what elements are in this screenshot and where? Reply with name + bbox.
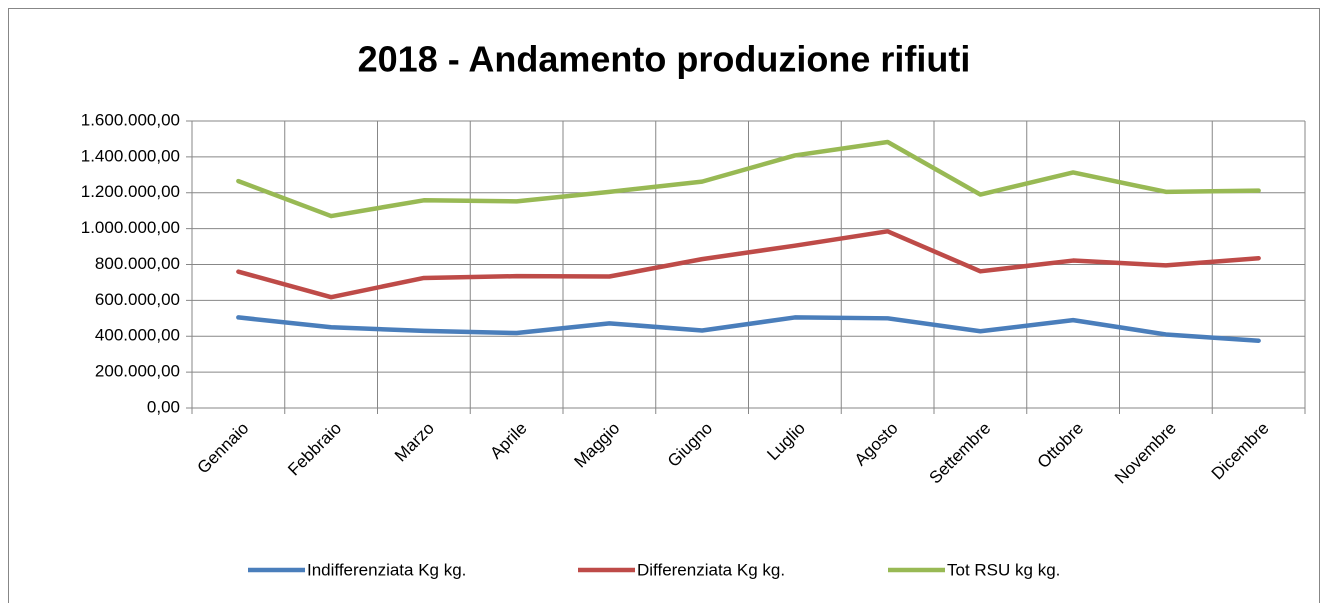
chart-title: 2018 - Andamento produzione rifiuti (358, 39, 971, 80)
y-tick-label: 1.600.000,00 (81, 110, 180, 129)
y-tick-label: 1.200.000,00 (81, 182, 180, 201)
y-tick-label: 400.000,00 (95, 326, 180, 345)
y-tick-label: 800.000,00 (95, 254, 180, 273)
y-tick-label: 0,00 (147, 397, 180, 416)
legend-label: Differenziata Kg kg. (637, 560, 785, 579)
y-tick-label: 200.000,00 (95, 362, 180, 381)
legend-label: Tot RSU kg kg. (947, 560, 1060, 579)
y-tick-label: 1.400.000,00 (81, 146, 180, 165)
y-tick-label: 1.000.000,00 (81, 218, 180, 237)
y-tick-label: 600.000,00 (95, 290, 180, 309)
series-line (236, 315, 1261, 343)
series-line (236, 139, 1261, 219)
legend-label: Indifferenziata Kg kg. (307, 560, 466, 579)
series-line (236, 229, 1261, 300)
chart-frame (8, 8, 1320, 603)
